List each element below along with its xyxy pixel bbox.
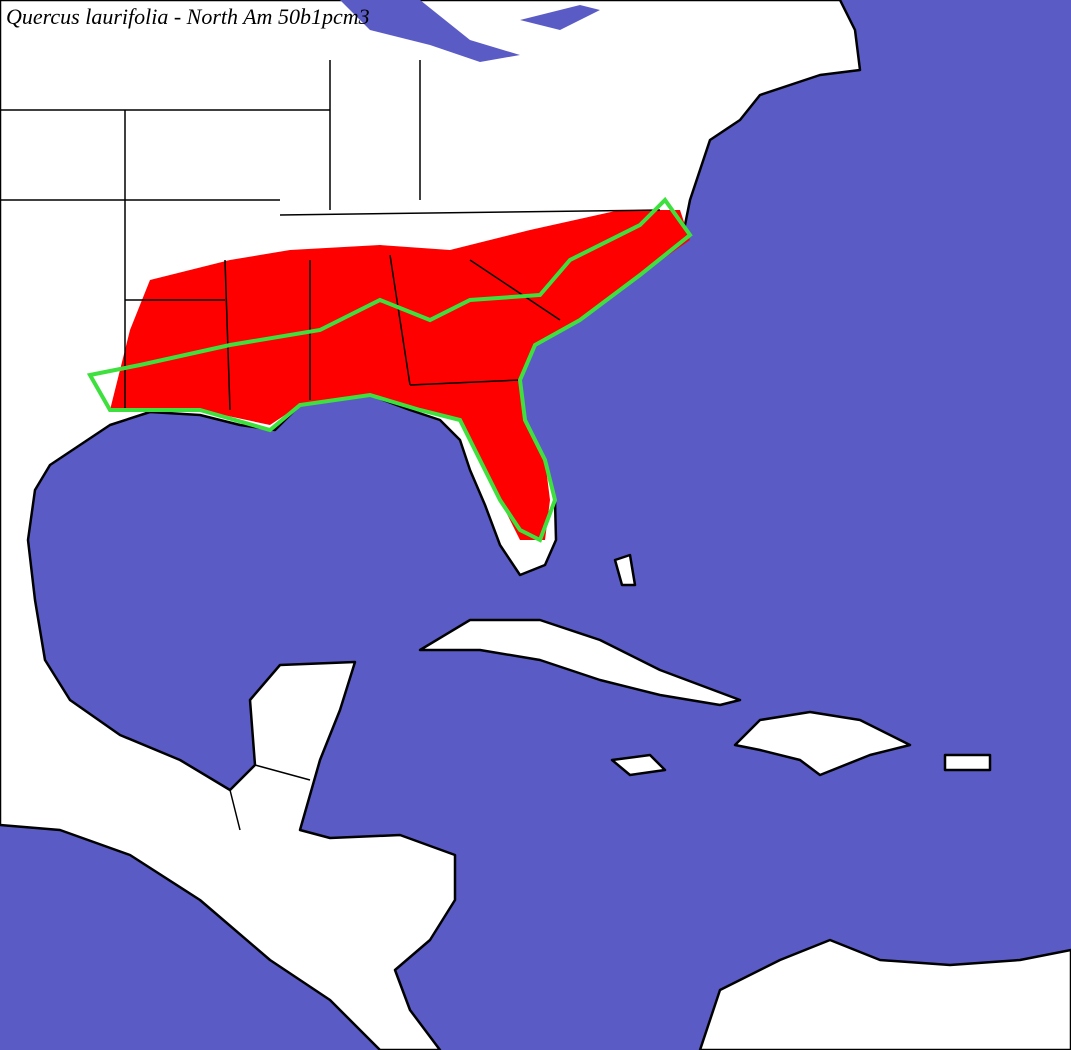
cuba <box>418 618 742 707</box>
jamaica <box>610 753 667 777</box>
south-america <box>698 938 1071 1050</box>
hispaniola <box>733 710 912 777</box>
bahamas <box>613 553 637 587</box>
range-area <box>110 210 690 540</box>
puerto-rico <box>943 753 992 772</box>
great-lakes <box>340 0 520 62</box>
range-outline <box>86 196 693 543</box>
lake-erie <box>520 5 600 30</box>
map-title: Quercus laurifolia - North Am 50b1pcm3 <box>6 4 370 29</box>
